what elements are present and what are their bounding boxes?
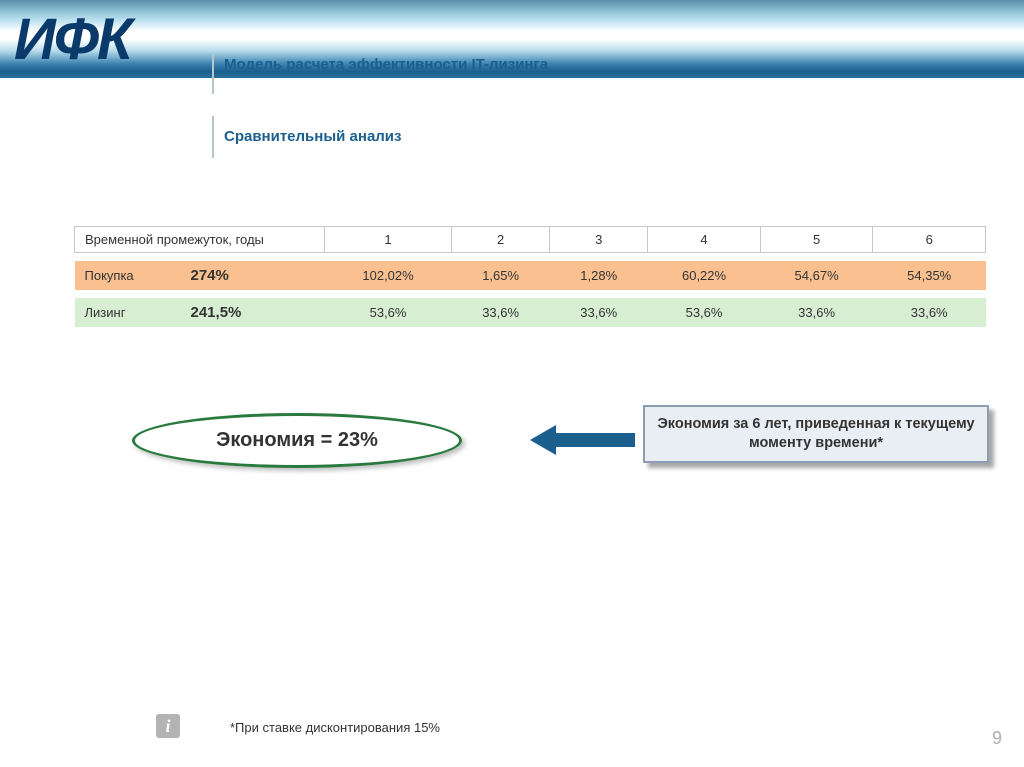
savings-label: Экономия = 23% bbox=[216, 429, 378, 452]
year-col: 2 bbox=[452, 227, 550, 253]
year-col: 5 bbox=[760, 227, 873, 253]
logo: ИФК bbox=[14, 6, 131, 73]
cell: 54,67% bbox=[760, 261, 873, 290]
table-header-row: Временной промежуток, годы 1 2 3 4 5 6 bbox=[75, 227, 986, 253]
row-total: 241,5% bbox=[185, 298, 325, 327]
cell: 53,6% bbox=[325, 298, 452, 327]
page-number: 9 bbox=[992, 728, 1002, 749]
table-row-leasing: Лизинг 241,5% 53,6% 33,6% 33,6% 53,6% 33… bbox=[75, 298, 986, 327]
cell: 102,02% bbox=[325, 261, 452, 290]
callout-text: Экономия за 6 лет, приведенная к текущем… bbox=[655, 415, 977, 453]
header-label: Временной промежуток, годы bbox=[75, 227, 325, 253]
year-col: 3 bbox=[550, 227, 648, 253]
cell: 1,65% bbox=[452, 261, 550, 290]
table-row-purchase: Покупка 274% 102,02% 1,65% 1,28% 60,22% … bbox=[75, 261, 986, 290]
callout-box: Экономия за 6 лет, приведенная к текущем… bbox=[643, 405, 989, 463]
row-label: Покупка bbox=[75, 261, 185, 290]
cell: 33,6% bbox=[873, 298, 986, 327]
year-col: 1 bbox=[325, 227, 452, 253]
info-icon: i bbox=[156, 714, 180, 738]
comparison-table: Временной промежуток, годы 1 2 3 4 5 6 П… bbox=[74, 226, 986, 327]
cell: 33,6% bbox=[452, 298, 550, 327]
page-subtitle: Сравнительный анализ bbox=[224, 128, 402, 145]
cell: 53,6% bbox=[648, 298, 761, 327]
cell: 1,28% bbox=[550, 261, 648, 290]
row-label: Лизинг bbox=[75, 298, 185, 327]
page-title: Модель расчета эффективности IT-лизинга bbox=[224, 56, 548, 73]
year-col: 4 bbox=[648, 227, 761, 253]
subtitle-rule bbox=[212, 116, 214, 158]
cell: 54,35% bbox=[873, 261, 986, 290]
title-rule bbox=[212, 52, 214, 94]
cell: 60,22% bbox=[648, 261, 761, 290]
year-col: 6 bbox=[873, 227, 986, 253]
arrow-left-icon bbox=[530, 425, 635, 455]
row-total: 274% bbox=[185, 261, 325, 290]
cell: 33,6% bbox=[550, 298, 648, 327]
savings-ellipse: Экономия = 23% bbox=[132, 413, 462, 468]
footnote: *При ставке дисконтирования 15% bbox=[230, 720, 440, 735]
cell: 33,6% bbox=[760, 298, 873, 327]
